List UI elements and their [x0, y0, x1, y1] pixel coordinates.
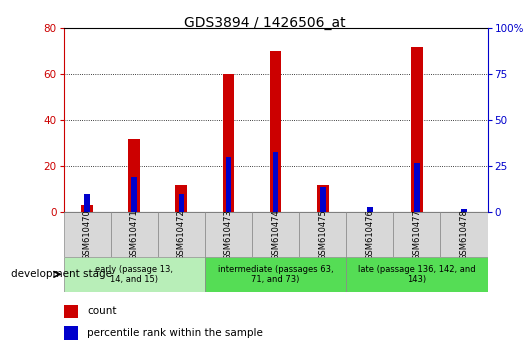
Bar — [179, 194, 184, 212]
Bar — [393, 212, 440, 257]
Text: GSM610474: GSM610474 — [271, 209, 280, 260]
Text: GSM610476: GSM610476 — [365, 209, 374, 260]
Bar — [411, 47, 423, 212]
Bar — [84, 194, 90, 212]
Bar — [317, 185, 329, 212]
Text: GSM610478: GSM610478 — [460, 209, 469, 260]
Text: percentile rank within the sample: percentile rank within the sample — [87, 328, 263, 338]
Bar — [64, 326, 78, 340]
Text: GSM610473: GSM610473 — [224, 209, 233, 260]
Text: early (passage 13,
14, and 15): early (passage 13, 14, and 15) — [95, 265, 173, 284]
Text: intermediate (passages 63,
71, and 73): intermediate (passages 63, 71, and 73) — [218, 265, 333, 284]
Bar — [128, 139, 140, 212]
Bar — [64, 257, 205, 292]
Bar — [270, 51, 281, 212]
Bar — [131, 177, 137, 212]
Text: GDS3894 / 1426506_at: GDS3894 / 1426506_at — [184, 16, 346, 30]
Text: GSM610477: GSM610477 — [412, 209, 421, 260]
Bar — [175, 185, 187, 212]
Bar — [367, 207, 373, 212]
Bar — [158, 212, 205, 257]
Bar — [440, 212, 488, 257]
Bar — [205, 212, 252, 257]
Text: late (passage 136, 142, and
143): late (passage 136, 142, and 143) — [358, 265, 476, 284]
Text: GSM610470: GSM610470 — [83, 209, 92, 260]
Bar — [273, 152, 278, 212]
Bar — [252, 212, 299, 257]
Bar — [346, 257, 488, 292]
Bar — [64, 304, 78, 318]
Bar — [111, 212, 158, 257]
Bar — [299, 212, 346, 257]
Bar — [64, 212, 111, 257]
Text: GSM610475: GSM610475 — [318, 209, 327, 260]
Text: count: count — [87, 307, 117, 316]
Bar — [223, 74, 234, 212]
Text: GSM610472: GSM610472 — [177, 209, 186, 260]
Text: development stage: development stage — [11, 269, 112, 279]
Bar — [414, 163, 420, 212]
Bar — [226, 157, 231, 212]
Bar — [346, 212, 393, 257]
Bar — [81, 205, 93, 212]
Bar — [205, 257, 346, 292]
Text: GSM610471: GSM610471 — [130, 209, 139, 260]
Bar — [461, 209, 467, 212]
Bar — [320, 187, 325, 212]
